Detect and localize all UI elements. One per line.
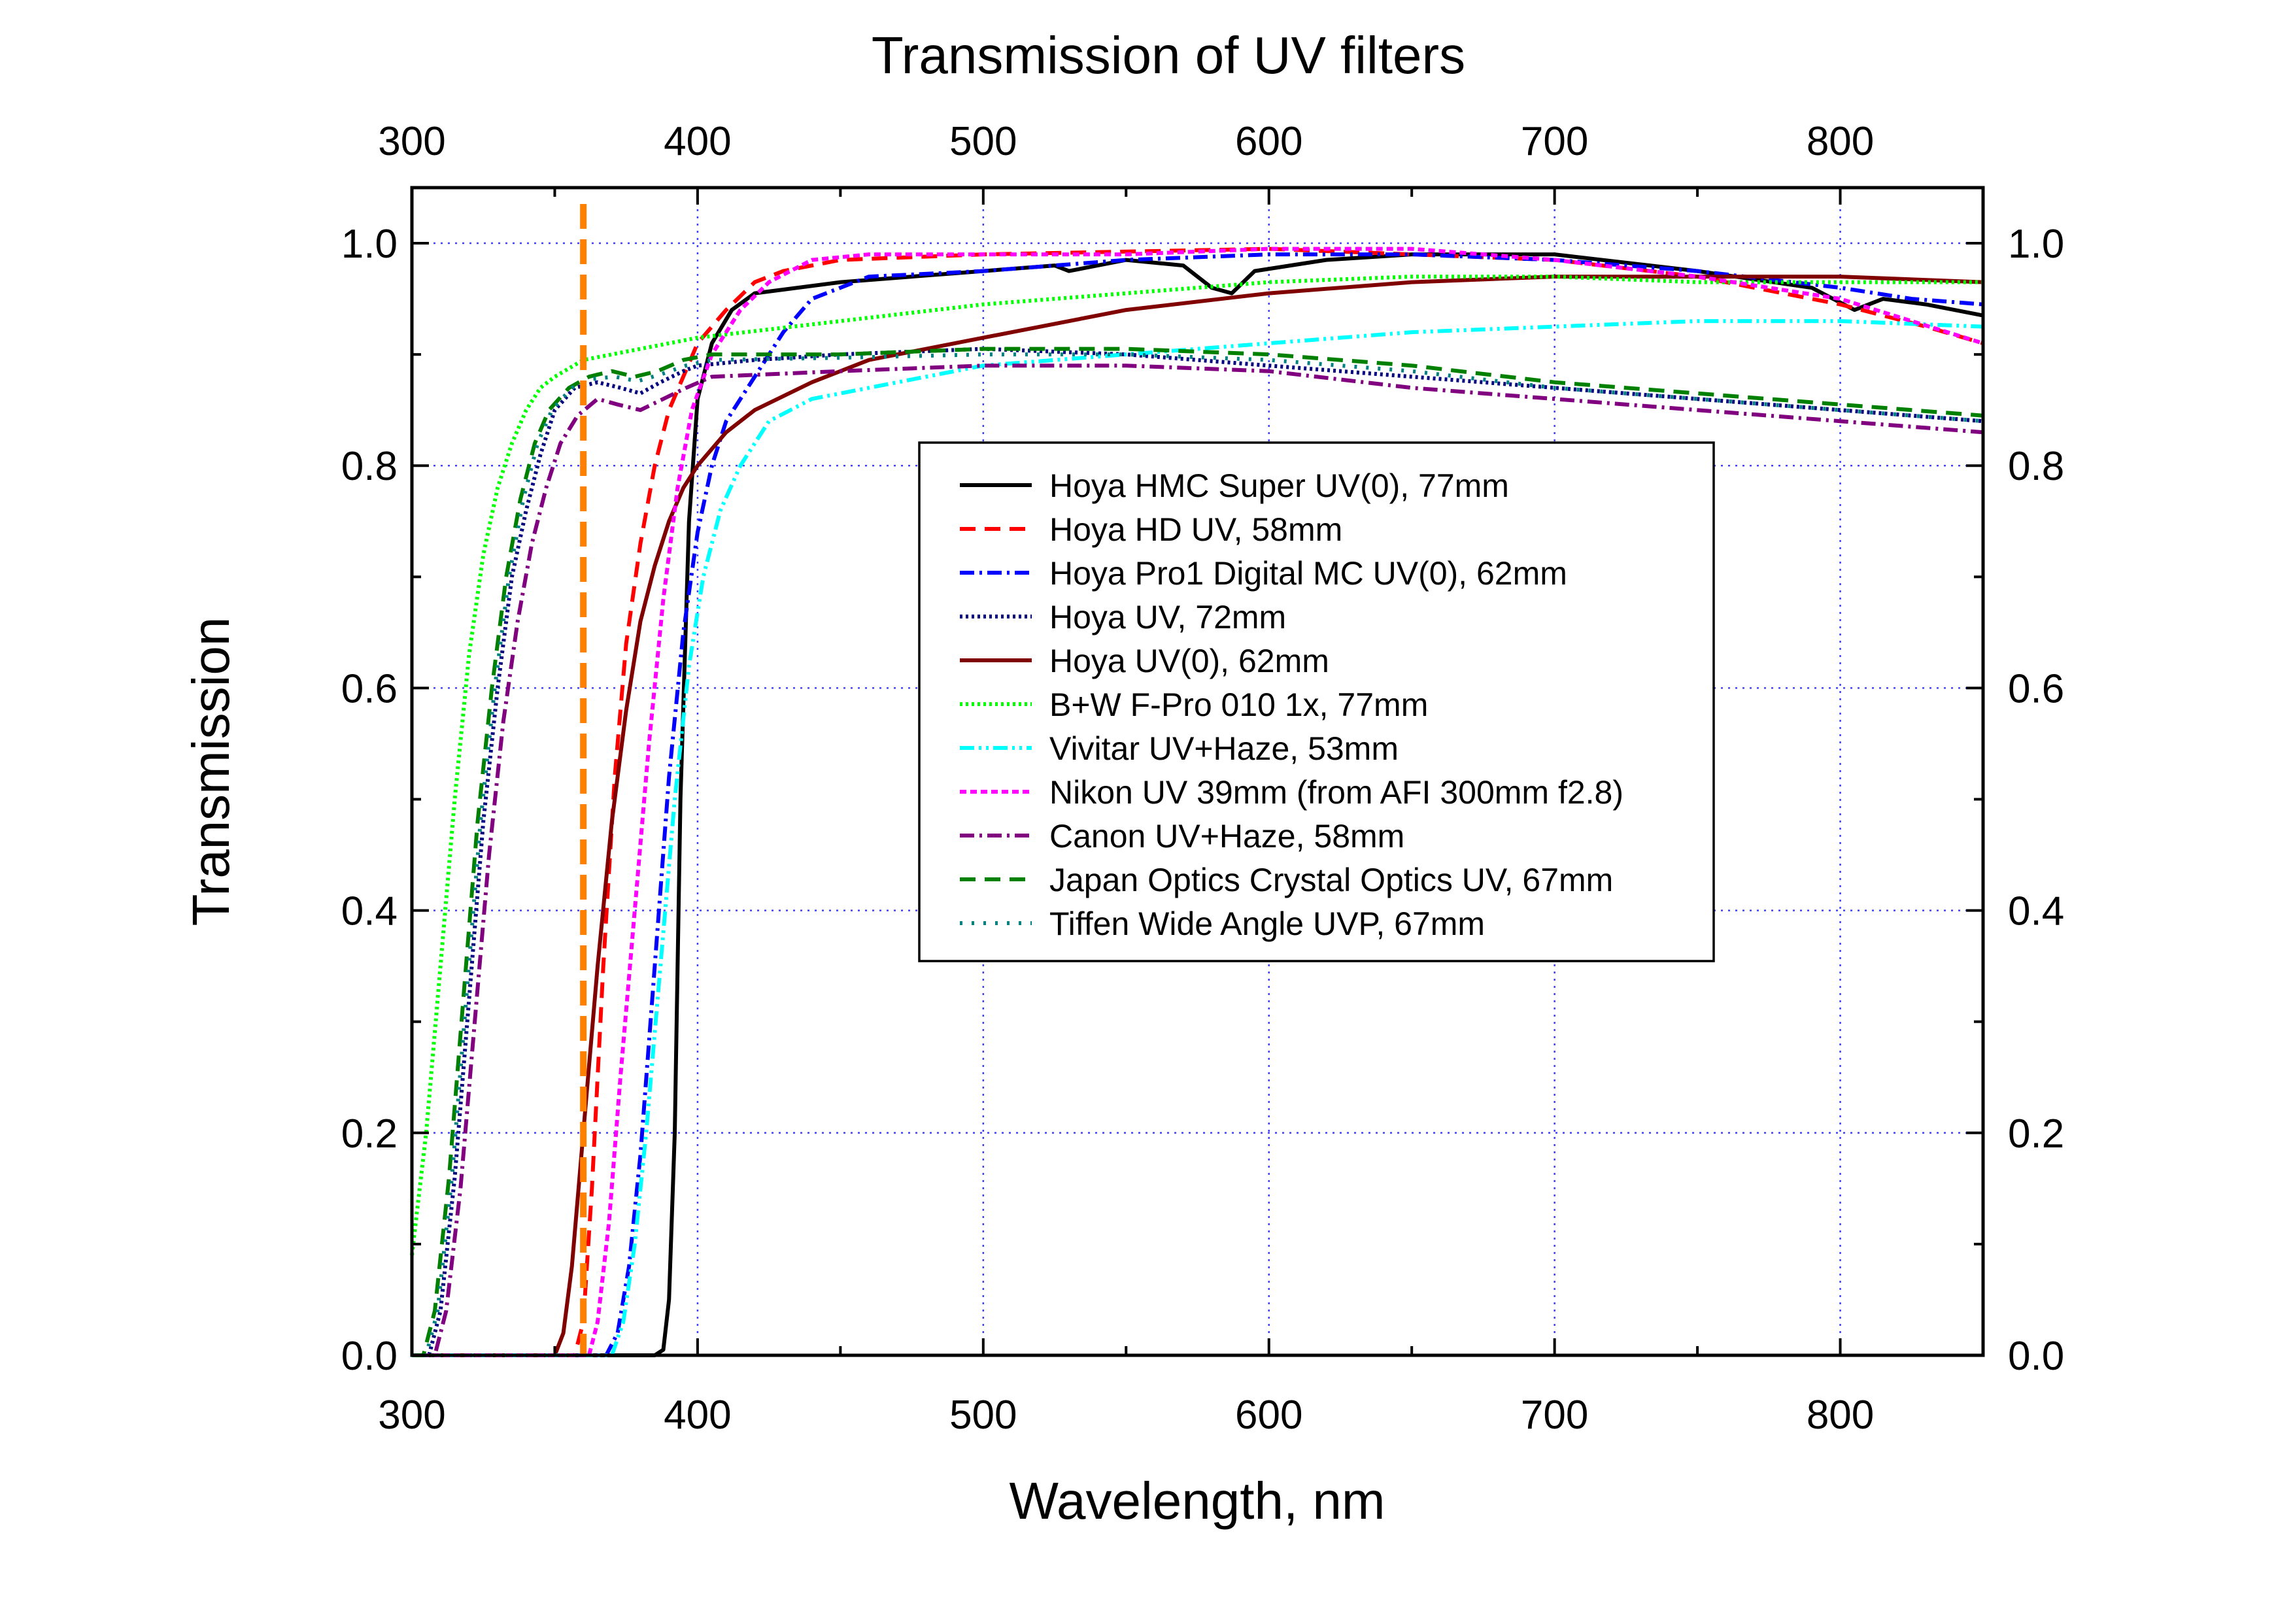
x-tick-label: 500 [949,1393,1017,1438]
legend-label: Tiffen Wide Angle UVP, 67mm [1049,905,1485,942]
x-axis-label: Wavelength, nm [1009,1472,1385,1530]
y-tick-label: 0.8 [341,444,398,489]
series-line-8 [412,246,1984,1357]
right-y-tick-label: 0.4 [2008,889,2064,934]
series-line-9 [412,364,1984,1357]
x-tick-label: 600 [1235,1393,1302,1438]
legend-box [918,441,1715,962]
legend-label: Nikon UV 39mm (from AFI 300mm f2.8) [1049,774,1623,811]
series-line-6 [410,275,1983,1256]
top-x-tick-label: 500 [949,119,1017,164]
axes: 300 400 500 600 700 800 300 400 500 600 700 800 0.0 0… [341,119,2064,1438]
series-lines [410,204,1984,1357]
legend-label: Japan Optics Crystal Optics UV, 67mm [1049,862,1613,898]
y-tick-label: 0.2 [341,1111,398,1157]
series-line-2 [412,246,1984,1357]
legend: Hoya HMC Super UV(0), 77mm Hoya HD UV, 58… [918,441,1715,962]
legend-label: Hoya UV(0), 62mm [1049,643,1329,679]
y-tick-label: 0.6 [341,666,398,711]
series-line-10 [412,347,1984,1357]
y-tick-label: 0.4 [341,889,398,934]
x-tick-label: 400 [664,1393,731,1438]
right-y-tick-label: 0.2 [2008,1111,2064,1157]
right-y-tick-label: 0.6 [2008,666,2064,711]
plot-frame [410,186,1985,1357]
legend-label: Hoya HD UV, 58mm [1049,511,1342,548]
top-x-tick-label: 800 [1807,119,1874,164]
y-axis-label: Transmission [182,617,240,926]
chart-title: Transmission of UV filters [872,26,1465,84]
series-line-4 [412,347,1984,1357]
y-tick-label: 0.0 [341,1334,398,1379]
x-tick-label: 300 [378,1393,445,1438]
series-line-7 [412,319,1984,1357]
legend-label: Hoya HMC Super UV(0), 77mm [1049,467,1509,504]
x-tick-label: 700 [1521,1393,1588,1438]
legend-label: Hoya Pro1 Digital MC UV(0), 62mm [1049,555,1567,592]
top-x-tick-label: 700 [1521,119,1588,164]
legend-label: B+W F-Pro 010 1x, 77mm [1049,686,1428,723]
legend-label: Hoya UV, 72mm [1049,599,1286,635]
top-x-tick-label: 300 [378,119,445,164]
top-x-tick-label: 600 [1235,119,1302,164]
right-y-tick-label: 0.8 [2008,444,2064,489]
legend-label: Canon UV+Haze, 58mm [1049,818,1404,854]
x-tick-label: 800 [1807,1393,1874,1438]
right-y-tick-label: 0.0 [2008,1334,2064,1379]
y-tick-label: 1.0 [341,222,398,267]
legend-label: Vivitar UV+Haze, 53mm [1049,730,1399,767]
right-y-tick-label: 1.0 [2008,222,2064,267]
top-x-tick-label: 400 [664,119,731,164]
